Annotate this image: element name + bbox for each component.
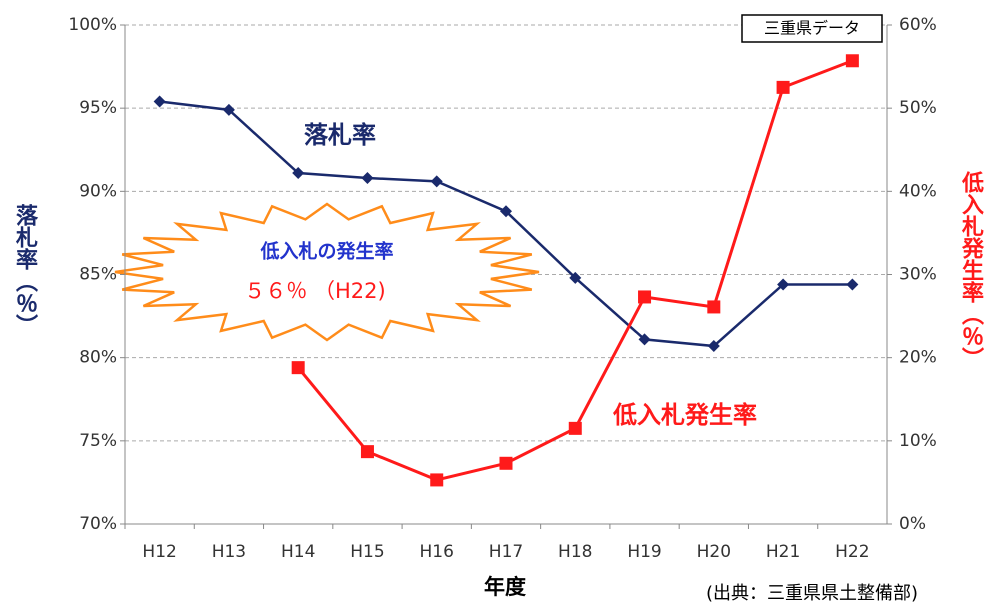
y2-axis-label: 低入札発生率（％）: [958, 171, 985, 369]
y-axis-label: 落札率（％）: [12, 204, 39, 336]
x-tick-label: H21: [766, 542, 800, 562]
marker: [430, 473, 444, 487]
y-tick-label: 85%: [79, 265, 117, 285]
data-box-label: 三重県データ: [764, 19, 860, 38]
marker: [568, 421, 582, 435]
marker: [430, 175, 443, 188]
marker: [776, 80, 790, 94]
y-tick-label: 100%: [68, 15, 117, 35]
y2-tick-label: 40%: [899, 181, 937, 201]
marker: [638, 333, 651, 346]
starburst: [114, 202, 540, 342]
marker: [361, 172, 374, 185]
y-tick-label: 95%: [79, 98, 117, 118]
marker: [292, 167, 305, 180]
y-tick-label: 70%: [79, 514, 117, 534]
y2-tick-label: 20%: [899, 348, 937, 368]
y-tick-label: 75%: [79, 431, 117, 451]
source: (出典：三重県県土整備部): [706, 583, 918, 604]
x-tick-label: H17: [489, 542, 523, 562]
callout-value: ５６％ （H22): [244, 279, 385, 303]
marker: [707, 300, 721, 314]
x-tick-label: H14: [281, 542, 315, 562]
data-box: [741, 14, 883, 43]
y-tick-label: 90%: [79, 181, 117, 201]
y2-tick-label: 0%: [899, 514, 926, 534]
series-label: 低入札発生率: [612, 401, 757, 429]
marker: [291, 361, 305, 375]
x-tick-label: H22: [835, 542, 869, 562]
marker: [707, 340, 720, 353]
x-tick-label: H18: [558, 542, 592, 562]
y2-tick-label: 10%: [899, 431, 937, 451]
marker: [153, 95, 166, 108]
x-tick-label: H13: [212, 542, 246, 562]
x-tick-label: H15: [350, 542, 384, 562]
x-tick-label: H16: [420, 542, 454, 562]
callout-title: 低入札の発生率: [259, 240, 393, 263]
marker: [499, 456, 513, 470]
x-tick-label: H12: [142, 542, 176, 562]
x-axis-label: 年度: [484, 575, 526, 599]
x-tick-label: H20: [697, 542, 731, 562]
marker: [222, 103, 235, 116]
marker: [777, 278, 790, 291]
marker: [360, 445, 374, 459]
marker: [569, 271, 582, 284]
y2-tick-label: 60%: [899, 15, 937, 35]
y-tick-label: 80%: [79, 348, 117, 368]
y2-tick-label: 50%: [899, 98, 937, 118]
series-label: 落札率: [304, 121, 376, 149]
marker: [846, 278, 859, 291]
marker: [845, 54, 859, 68]
y2-tick-label: 30%: [899, 265, 937, 285]
marker: [500, 205, 512, 218]
marker: [638, 290, 652, 304]
x-tick-label: H19: [627, 542, 661, 562]
